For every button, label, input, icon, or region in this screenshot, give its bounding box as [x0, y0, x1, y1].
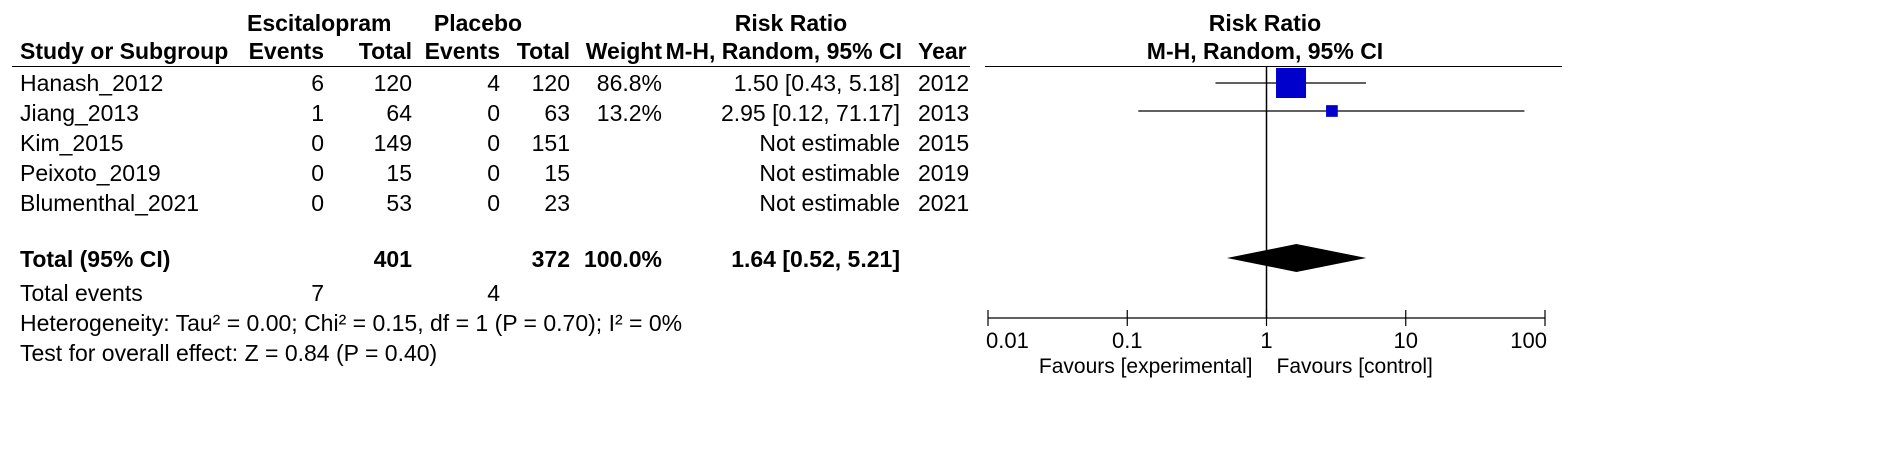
- heterogeneity-text: Heterogeneity: Tau² = 0.00; Chi² = 0.15,…: [20, 310, 683, 336]
- group1-header: Escitalopram: [247, 10, 392, 36]
- events2-header: Events: [424, 38, 500, 64]
- events2: 0: [487, 190, 500, 216]
- events1: 0: [311, 160, 324, 186]
- x-tick-label: 1: [1260, 328, 1272, 353]
- study-marker: [1326, 105, 1338, 117]
- total2: 372: [531, 246, 570, 272]
- total1: 15: [386, 160, 412, 186]
- total-events1: 7: [311, 280, 324, 306]
- events2: 4: [487, 70, 500, 96]
- year: 2019: [918, 160, 970, 186]
- overall-effect-text: Test for overall effect: Z = 0.84 (P = 0…: [20, 340, 438, 366]
- weight-header: Weight: [585, 38, 662, 64]
- total2: 151: [531, 130, 570, 156]
- ci-text: 2.95 [0.12, 71.17]: [720, 100, 900, 126]
- ci-text: Not estimable: [759, 130, 900, 156]
- header-rule: [12, 66, 970, 67]
- events1: 6: [311, 70, 324, 96]
- total1: 401: [373, 246, 412, 272]
- year: 2013: [918, 100, 970, 126]
- x-tick-label: 0.1: [1112, 328, 1143, 353]
- events1: 1: [311, 100, 324, 126]
- total2: 15: [544, 160, 570, 186]
- plot-title: Risk Ratio: [1208, 10, 1322, 36]
- total1: 149: [373, 130, 412, 156]
- study-name: Peixoto_2019: [20, 160, 161, 186]
- study-name: Blumenthal_2021: [20, 190, 200, 216]
- study-name: Jiang_2013: [20, 100, 139, 126]
- events2: 0: [487, 130, 500, 156]
- total2: 23: [544, 190, 570, 216]
- study-name: Hanash_2012: [20, 70, 164, 96]
- x-tick-label: 10: [1394, 328, 1418, 353]
- study-name: Kim_2015: [20, 130, 124, 156]
- ci-text: 1.50 [0.43, 5.18]: [733, 70, 900, 96]
- year: 2015: [918, 130, 970, 156]
- pooled-diamond: [1226, 244, 1367, 272]
- total-weight: 100.0%: [583, 246, 662, 272]
- total2: 120: [531, 70, 570, 96]
- weight: 13.2%: [596, 100, 662, 126]
- events1: 0: [311, 130, 324, 156]
- events1: 0: [311, 190, 324, 216]
- study-marker: [1276, 68, 1307, 98]
- year: 2012: [918, 70, 970, 96]
- events1-header: Events: [248, 38, 324, 64]
- risk-ratio-header: Risk Ratio: [734, 10, 848, 36]
- events2: 0: [487, 160, 500, 186]
- total1: 64: [386, 100, 412, 126]
- favours-control-label: Favours [control]: [1277, 355, 1433, 378]
- events2: 0: [487, 100, 500, 126]
- total2: 63: [544, 100, 570, 126]
- plot-method: M-H, Random, 95% CI: [1146, 38, 1384, 64]
- total-ci: 1.64 [0.52, 5.21]: [731, 246, 900, 272]
- total-label: Total (95% CI): [20, 246, 171, 272]
- study-column-header: Study or Subgroup: [20, 38, 229, 64]
- total1-header: Total: [358, 38, 412, 64]
- total2-header: Total: [516, 38, 570, 64]
- ci-text: Not estimable: [759, 160, 900, 186]
- total-events2: 4: [487, 280, 500, 306]
- weight: 86.8%: [596, 70, 662, 96]
- favours-experimental-label: Favours [experimental]: [1039, 355, 1253, 378]
- year-header: Year: [918, 38, 967, 64]
- group2-header: Placebo: [433, 10, 523, 36]
- x-tick-label: 100: [1510, 328, 1547, 353]
- method-header: M-H, Random, 95% CI: [665, 38, 902, 64]
- total-events-label: Total events: [20, 280, 143, 306]
- plot-header-rule: [985, 66, 1562, 67]
- x-tick-label: 0.01: [986, 328, 1029, 353]
- total1: 120: [373, 70, 412, 96]
- ci-text: Not estimable: [759, 190, 900, 216]
- total1: 53: [386, 190, 412, 216]
- year: 2021: [918, 190, 970, 216]
